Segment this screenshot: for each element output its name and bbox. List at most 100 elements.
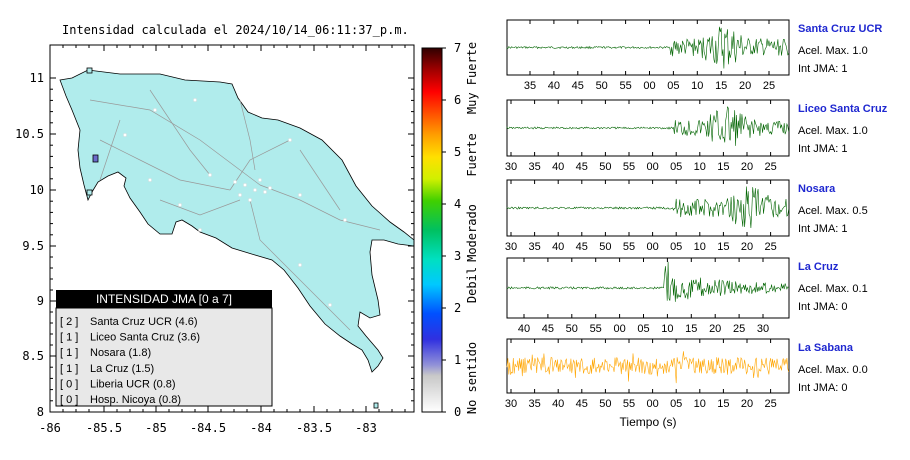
colorbar-tick-label: 5 xyxy=(454,145,461,159)
colorbar-category-label: Muy Fuerte xyxy=(465,42,479,114)
seismogram-trace xyxy=(506,261,789,302)
seismogram-x-tick-label: 45 xyxy=(542,323,554,335)
station-name: Santa Cruz UCR xyxy=(798,23,882,35)
town-dot xyxy=(298,263,302,267)
seismogram-x-tick-label: 50 xyxy=(566,323,578,335)
map-x-tick-label: -85 xyxy=(145,421,167,435)
seismogram-x-tick-label: 10 xyxy=(691,80,703,92)
map-y-tick-label: 10 xyxy=(30,183,44,197)
seismogram-x-tick-label: 10 xyxy=(694,398,706,410)
town-dot xyxy=(258,178,262,182)
legend-station-label: Liberia UCR (0.8) xyxy=(90,378,176,390)
colorbar-tick-label: 7 xyxy=(454,41,461,55)
seismogram-x-tick-label: 20 xyxy=(709,323,721,335)
colorbar-category-label: Moderado xyxy=(465,204,479,262)
road-3 xyxy=(239,99,256,171)
legend-station-label: Nosara (1.8) xyxy=(90,347,151,359)
seismogram-x-tick-label: 00 xyxy=(646,161,658,173)
map-y-tick-label: 8 xyxy=(37,405,44,419)
seismogram-trace xyxy=(506,351,789,384)
seismogram-x-tick-label: 40 xyxy=(552,161,564,173)
station-marker-nosara xyxy=(86,189,93,196)
town-dot xyxy=(233,180,237,184)
seismogram-panel: 30 35 40 45 50 55 00 05 10 15 20 25 La Sabana Acel. M… xyxy=(505,338,868,410)
town-dot xyxy=(243,183,247,187)
town-dot xyxy=(248,198,252,202)
colorbar-category-label: No sentido xyxy=(465,342,479,414)
seismogram-x-tick-label: 30 xyxy=(505,161,517,173)
seismogram-trace xyxy=(506,186,789,229)
seismogram-x-tick-label: 45 xyxy=(576,398,588,410)
seismogram-x-tick-label: 15 xyxy=(685,323,697,335)
town-dot xyxy=(268,186,272,190)
road-4 xyxy=(259,184,381,231)
colorbar-tick-label: 6 xyxy=(454,93,461,107)
map-x-tick-label: -83.5 xyxy=(296,421,332,435)
station-name: La Cruz xyxy=(798,261,839,273)
station-marker-santa-cruz-ucr xyxy=(92,154,99,163)
map-x-tick-label: -84.5 xyxy=(190,421,226,435)
acel-max-label: Acel. Max. 1.0 xyxy=(798,125,868,137)
seismogram-x-tick-label: 25 xyxy=(764,398,776,410)
seismogram-x-tick-label: 35 xyxy=(528,161,540,173)
int-jma-label: Int JMA: 1 xyxy=(798,63,848,75)
colorbar-category-label: Fuerte xyxy=(465,133,479,176)
seismogram-x-tick-label: 55 xyxy=(623,241,635,253)
town-dot xyxy=(288,138,292,142)
town-dot xyxy=(208,173,212,177)
acel-max-label: Acel. Max. 1.0 xyxy=(798,45,868,57)
seismogram-x-tick-label: 00 xyxy=(646,241,658,253)
seismogram-trace xyxy=(506,26,789,69)
station-name: La Sabana xyxy=(798,342,854,354)
road-6 xyxy=(159,199,241,216)
station-marker-la-cruz xyxy=(86,67,93,74)
town-dot xyxy=(263,190,267,194)
seismogram-x-tick-label: 40 xyxy=(548,80,560,92)
seismogram-x-tick-label: 10 xyxy=(694,161,706,173)
seismogram-x-tick-label: 30 xyxy=(505,398,517,410)
seismogram-x-tick-label: 55 xyxy=(619,80,631,92)
seismogram-x-tick-label: 25 xyxy=(733,323,745,335)
map-title: Intensidad calculada el 2024/10/14_06:11… xyxy=(62,23,409,37)
station-name: Liceo Santa Cruz xyxy=(798,103,888,115)
map-y-tick-label: 11 xyxy=(30,71,44,85)
acel-max-label: Acel. Max. 0.0 xyxy=(798,364,868,376)
town-dot xyxy=(253,188,257,192)
seismogram-x-tick-label: 45 xyxy=(572,80,584,92)
colorbar-tick-label: 1 xyxy=(454,353,461,367)
seismogram-x-tick-label: 50 xyxy=(599,241,611,253)
colorbar-category-label: Debil xyxy=(465,267,479,303)
town-dot xyxy=(178,203,182,207)
map-land xyxy=(59,67,414,409)
seismogram-x-tick-label: 45 xyxy=(576,241,588,253)
intensity-legend: INTENSIDAD JMA [0 a 7] [ 2 ] Santa Cruz UC… xyxy=(55,290,273,407)
int-jma-label: Int JMA: 1 xyxy=(798,223,848,235)
map-y-tick-label: 8.5 xyxy=(22,349,44,363)
seismogram-x-tick-label: 20 xyxy=(739,80,751,92)
legend-station-label: La Cruz (1.5) xyxy=(90,363,154,375)
int-jma-label: Int JMA: 0 xyxy=(798,382,848,394)
seismogram-x-tick-label: 15 xyxy=(717,398,729,410)
station-marker-south xyxy=(373,402,379,409)
int-jma-label: Int JMA: 0 xyxy=(798,301,848,313)
map-x-tick-label: -86 xyxy=(39,421,61,435)
legend-level: [ 1 ] xyxy=(60,332,78,344)
colorbar-tick-label: 4 xyxy=(454,197,461,211)
int-jma-label: Int JMA: 1 xyxy=(798,143,848,155)
seismogram-x-tick-label: 05 xyxy=(637,323,649,335)
town-dot xyxy=(148,178,152,182)
legend-station-label: Santa Cruz UCR (4.6) xyxy=(90,316,198,328)
legend-level: [ 0 ] xyxy=(60,394,78,406)
seismogram-x-tick-label: 40 xyxy=(552,241,564,253)
seismogram-x-tick-label: 20 xyxy=(741,161,753,173)
map-x-tick-label: -84 xyxy=(250,421,272,435)
seismogram-x-axis-label: Tiempo (s) xyxy=(620,415,677,429)
seismogram-panel: 35 40 45 50 55 00 05 10 15 20 25 Santa Cruz UCR Acel… xyxy=(506,19,882,92)
town-dot xyxy=(238,193,242,197)
town-dot xyxy=(123,133,127,137)
map-y-tick-label: 10.5 xyxy=(15,127,44,141)
seismogram-panel: 30 35 40 45 50 55 00 05 10 15 20 25 Liceo Santa Cruz… xyxy=(505,99,888,173)
legend-header xyxy=(56,290,272,308)
seismogram-x-tick-label: 05 xyxy=(670,398,682,410)
